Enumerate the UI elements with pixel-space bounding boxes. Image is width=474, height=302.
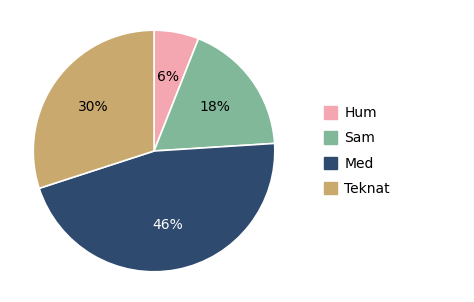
Wedge shape: [154, 39, 274, 151]
Text: 18%: 18%: [199, 100, 230, 114]
Legend: Hum, Sam, Med, Teknat: Hum, Sam, Med, Teknat: [318, 101, 396, 201]
Wedge shape: [154, 30, 199, 151]
Text: 6%: 6%: [157, 70, 179, 85]
Text: 46%: 46%: [153, 217, 183, 232]
Wedge shape: [33, 30, 154, 188]
Wedge shape: [39, 143, 275, 272]
Text: 30%: 30%: [78, 100, 109, 114]
